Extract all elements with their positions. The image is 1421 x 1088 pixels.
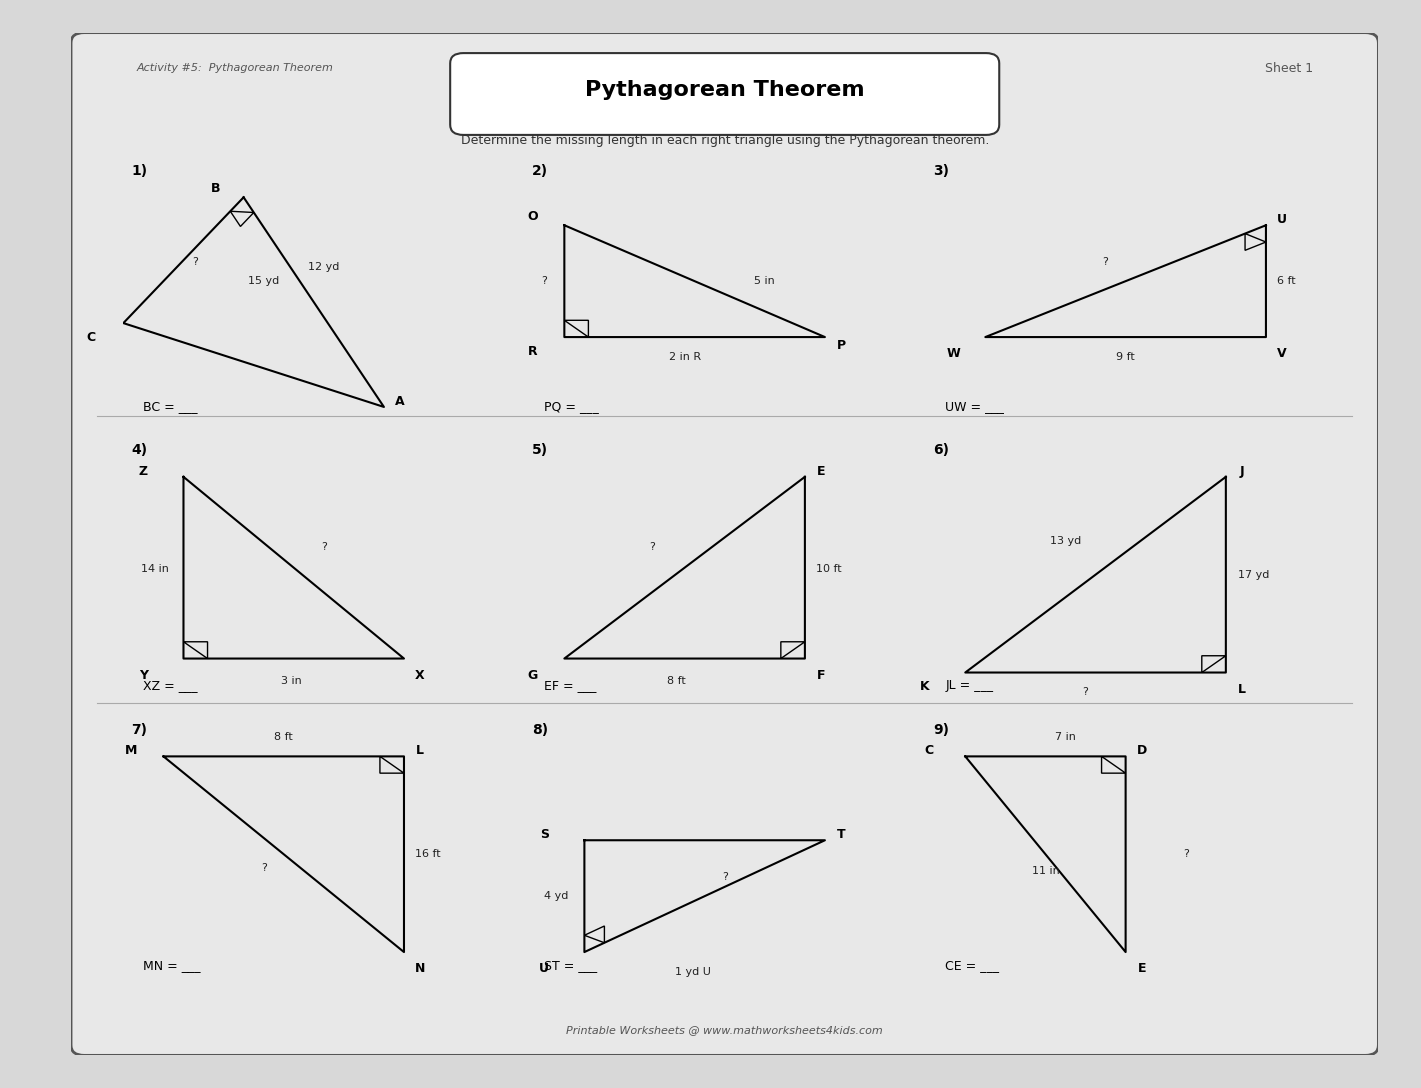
Text: Pythagorean Theorem: Pythagorean Theorem	[585, 79, 864, 100]
Text: 8 ft: 8 ft	[274, 732, 293, 742]
Text: 7): 7)	[131, 722, 148, 737]
Text: EF = ___: EF = ___	[544, 679, 597, 692]
Text: F: F	[817, 669, 826, 682]
Text: L: L	[1238, 683, 1246, 696]
Text: M: M	[125, 744, 138, 757]
Text: 16 ft: 16 ft	[415, 850, 441, 860]
Text: C: C	[87, 331, 95, 344]
Text: ?: ?	[649, 542, 655, 552]
Text: S: S	[540, 828, 549, 841]
FancyBboxPatch shape	[71, 33, 1378, 1055]
Text: G: G	[527, 669, 537, 682]
Text: 14 in: 14 in	[142, 564, 169, 574]
Text: 17 yd: 17 yd	[1238, 570, 1269, 580]
Text: 15 yd: 15 yd	[249, 276, 280, 286]
Text: Z: Z	[139, 465, 148, 478]
Text: 5): 5)	[533, 443, 549, 457]
Text: ?: ?	[541, 276, 547, 286]
Text: UW = ___: UW = ___	[945, 399, 1005, 412]
Text: C: C	[925, 744, 934, 757]
Text: 3): 3)	[934, 164, 949, 177]
Text: BC = ___: BC = ___	[144, 399, 198, 412]
Text: O: O	[527, 210, 537, 223]
Text: 2 in R: 2 in R	[668, 351, 701, 361]
Text: ?: ?	[1103, 257, 1108, 267]
Text: ?: ?	[321, 542, 327, 552]
Text: D: D	[1137, 744, 1147, 757]
Text: B: B	[210, 183, 220, 196]
Text: 8 ft: 8 ft	[668, 676, 686, 685]
Text: ?: ?	[1083, 688, 1088, 697]
Text: W: W	[946, 347, 961, 360]
Text: E: E	[817, 465, 826, 478]
Text: 4): 4)	[131, 443, 148, 457]
Text: ?: ?	[1182, 850, 1189, 860]
Text: 12 yd: 12 yd	[308, 262, 340, 272]
Text: E: E	[1137, 963, 1145, 975]
Text: V: V	[1277, 347, 1287, 360]
Text: X: X	[415, 669, 425, 682]
Text: 6): 6)	[934, 443, 949, 457]
Text: J: J	[1239, 465, 1245, 478]
Text: ?: ?	[722, 871, 728, 881]
Text: N: N	[415, 963, 425, 975]
Text: 5 in: 5 in	[755, 276, 776, 286]
Text: 10 ft: 10 ft	[816, 564, 841, 574]
Text: T: T	[837, 828, 845, 841]
Text: Activity #5:  Pythagorean Theorem: Activity #5: Pythagorean Theorem	[136, 63, 334, 73]
Text: XZ = ___: XZ = ___	[144, 679, 198, 692]
Text: Sheet 1: Sheet 1	[1265, 62, 1313, 75]
Text: ?: ?	[193, 257, 199, 267]
Text: L: L	[416, 744, 423, 757]
Text: 3 in: 3 in	[281, 676, 303, 685]
Text: 1 yd U: 1 yd U	[675, 966, 710, 977]
Text: 1): 1)	[131, 164, 148, 177]
Text: U: U	[1277, 213, 1287, 226]
Text: Y: Y	[139, 669, 148, 682]
Text: CE = ___: CE = ___	[945, 959, 999, 972]
Text: JL = ___: JL = ___	[945, 679, 993, 692]
Text: 13 yd: 13 yd	[1050, 536, 1081, 546]
FancyBboxPatch shape	[450, 53, 999, 135]
Text: 8): 8)	[533, 722, 549, 737]
Text: Determine the missing length in each right triangle using the Pythagorean theore: Determine the missing length in each rig…	[460, 134, 989, 147]
Text: 11 in: 11 in	[1032, 866, 1059, 876]
Text: 6 ft: 6 ft	[1276, 276, 1296, 286]
Text: ST = ___: ST = ___	[544, 959, 597, 972]
Text: ?: ?	[260, 863, 267, 874]
Text: 2): 2)	[533, 164, 549, 177]
Text: U: U	[540, 963, 550, 975]
Text: 4 yd: 4 yd	[544, 891, 568, 901]
Text: 7 in: 7 in	[1054, 732, 1076, 742]
Text: MN = ___: MN = ___	[144, 959, 200, 972]
Text: R: R	[527, 345, 537, 358]
Text: A: A	[395, 395, 405, 408]
Text: 9 ft: 9 ft	[1117, 351, 1135, 361]
Text: K: K	[921, 680, 929, 693]
Text: PQ = ___: PQ = ___	[544, 399, 600, 412]
Text: Printable Worksheets @ www.mathworksheets4kids.com: Printable Worksheets @ www.mathworksheet…	[567, 1025, 882, 1035]
Text: P: P	[837, 339, 845, 351]
Text: 9): 9)	[934, 722, 949, 737]
